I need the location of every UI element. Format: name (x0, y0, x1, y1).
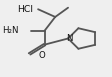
Text: O: O (39, 51, 45, 60)
Text: HCl: HCl (17, 5, 32, 14)
Text: H₂N: H₂N (2, 26, 19, 35)
Text: N: N (65, 34, 72, 43)
